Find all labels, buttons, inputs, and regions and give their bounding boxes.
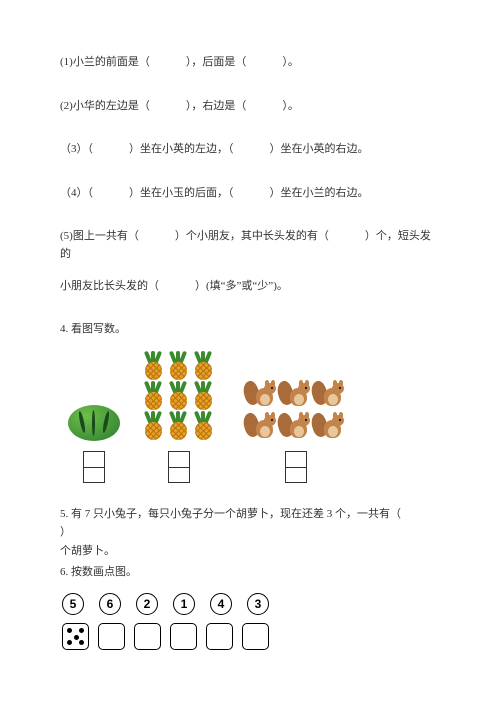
answer-box[interactable] [83, 451, 105, 483]
number-circle-row: 562143 [62, 593, 440, 615]
watermelon-column [68, 405, 120, 483]
q5-b: ） [60, 526, 71, 538]
q2-prefix: (2)小华的左边是（ [60, 100, 150, 112]
q5l1-p2: ）个小朋友，其中长头发的有（ [175, 230, 329, 242]
q5l2-p2: ）(填“多”或“少”)。 [195, 280, 288, 292]
squirrel-icon [315, 411, 345, 441]
q4-image-row [68, 351, 440, 483]
squirrel-icon [281, 379, 311, 409]
squirrel-icon [315, 379, 345, 409]
pineapple-icon [192, 411, 215, 441]
question-4: （4）（ ）坐在小玉的后面，（ ）坐在小兰的右边。 [60, 185, 440, 203]
q4-title: 4. 看图写数。 [60, 321, 440, 339]
pineapple-icon [192, 381, 215, 411]
number-circle: 1 [173, 593, 195, 615]
number-circle: 3 [247, 593, 269, 615]
squirrel-icon [247, 379, 277, 409]
squirrel-grid [247, 379, 345, 441]
q3b-prefix: （4）（ [60, 187, 93, 199]
question-3: （3）（ ）坐在小英的左边，（ ）坐在小英的右边。 [60, 141, 440, 159]
pineapple-icon [167, 381, 190, 411]
q2-mid: ），右边是（ [186, 100, 247, 112]
q5l2-p1: 小朋友比长头发的（ [60, 280, 159, 292]
question-5-line1: (5)图上一共有（）个小朋友，其中长头发的有（）个，短头发的 [60, 228, 440, 263]
q5-a: 5. 有 7 只小兔子，每只小兔子分一个胡萝卜，现在还差 3 个，一共有（ [60, 508, 401, 520]
squirrel-icon [247, 411, 277, 441]
q1-mid: ），后面是（ [186, 56, 247, 68]
number-circle: 5 [62, 593, 84, 615]
answer-box[interactable] [168, 451, 190, 483]
empty-dice-box[interactable] [170, 623, 197, 650]
squirrel-column [247, 379, 345, 483]
squirrel-icon [281, 411, 311, 441]
question-2: (2)小华的左边是（ ），右边是（ ）。 [60, 98, 440, 116]
q6-title: 6. 按数画点图。 [60, 563, 440, 579]
pineapple-icon [192, 351, 215, 381]
dice-five-icon [62, 623, 89, 650]
pineapple-icon [167, 411, 190, 441]
pineapple-icon [142, 351, 165, 381]
dice-row [62, 623, 440, 650]
question-1: (1)小兰的前面是（ ），后面是（ ）。 [60, 54, 440, 72]
empty-dice-box[interactable] [242, 623, 269, 650]
question-5-line2: 小朋友比长头发的（ ）(填“多”或“少”)。 [60, 278, 440, 296]
pineapple-icon [142, 381, 165, 411]
pineapple-column [142, 351, 215, 483]
watermelon-icon [68, 405, 120, 441]
pineapple-grid [142, 351, 215, 441]
question-5b: 5. 有 7 只小兔子，每只小兔子分一个胡萝卜，现在还差 3 个，一共有（ ） 个… [60, 505, 440, 561]
q5-c: 个胡萝卜。 [60, 545, 115, 557]
q3b-mid2: ）坐在小兰的右边。 [270, 187, 369, 199]
answer-box[interactable] [285, 451, 307, 483]
q1-prefix: (1)小兰的前面是（ [60, 56, 150, 68]
number-circle: 4 [210, 593, 232, 615]
q3-mid1: ）坐在小英的左边，（ [129, 143, 234, 155]
pineapple-icon [142, 411, 165, 441]
number-circle: 6 [99, 593, 121, 615]
q3-mid2: ）坐在小英的右边。 [270, 143, 369, 155]
q2-suffix: ）。 [282, 100, 299, 112]
empty-dice-box[interactable] [206, 623, 233, 650]
q5l1-p1: (5)图上一共有（ [60, 230, 139, 242]
q3b-mid1: ）坐在小玉的后面，（ [129, 187, 234, 199]
q3-prefix: （3）（ [60, 143, 93, 155]
empty-dice-box[interactable] [134, 623, 161, 650]
number-circle: 2 [136, 593, 158, 615]
q1-suffix: ）。 [282, 56, 299, 68]
empty-dice-box[interactable] [98, 623, 125, 650]
pineapple-icon [167, 351, 190, 381]
